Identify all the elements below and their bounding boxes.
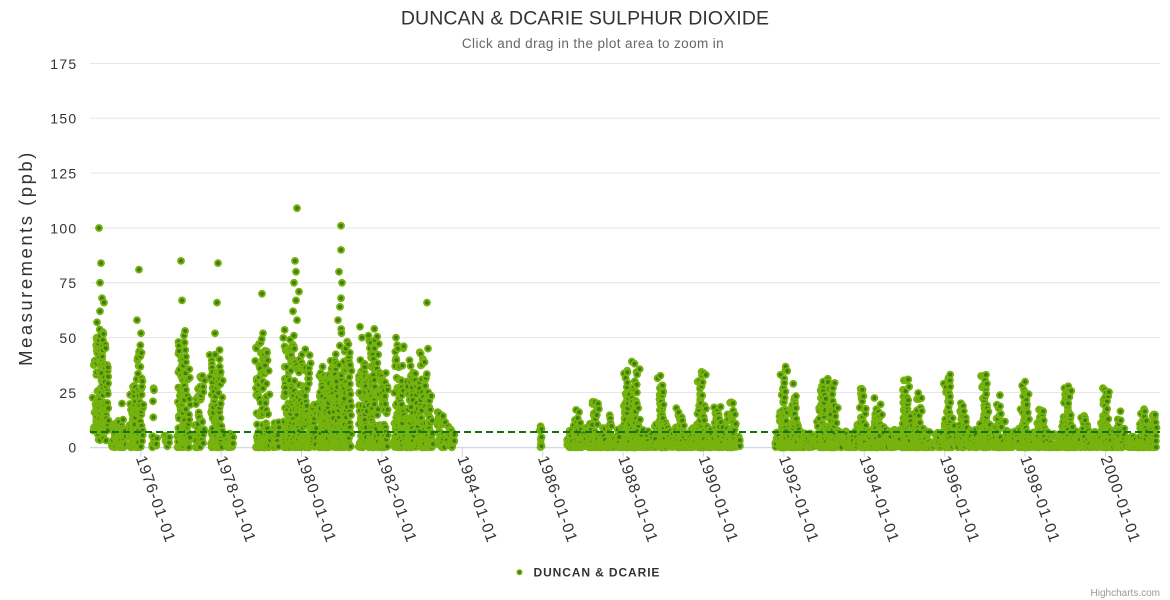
svg-text:DUNCAN & DCARIE SULPHUR DIOXID: DUNCAN & DCARIE SULPHUR DIOXIDE [401,8,769,30]
svg-text:Click and drag in the plot are: Click and drag in the plot area to zoom … [462,36,724,51]
svg-text:150: 150 [50,111,77,127]
svg-text:Highcharts.com: Highcharts.com [1091,588,1160,599]
svg-text:0: 0 [68,440,77,456]
svg-text:175: 175 [50,56,77,72]
svg-text:125: 125 [50,166,77,182]
svg-text:25: 25 [59,385,77,401]
svg-text:50: 50 [59,330,77,346]
svg-text:DUNCAN & DCARIE: DUNCAN & DCARIE [534,566,661,580]
svg-text:Measurements (ppb): Measurements (ppb) [15,150,36,366]
svg-text:75: 75 [59,275,77,291]
svg-text:100: 100 [50,220,77,236]
